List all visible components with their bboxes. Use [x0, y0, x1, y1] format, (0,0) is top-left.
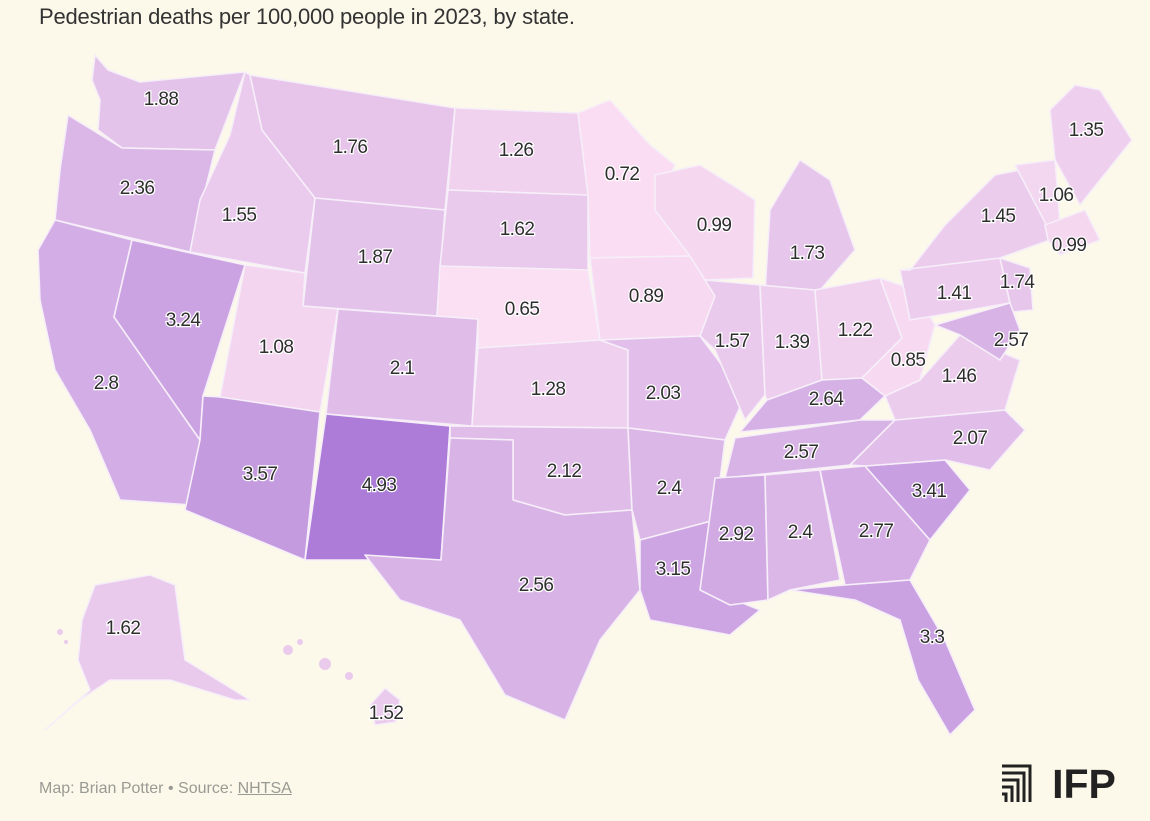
value-label-ar: 2.4: [657, 478, 683, 499]
ifp-logo: IFP: [1002, 762, 1116, 804]
state-ak: [44, 574, 251, 731]
value-label-nm: 4.93: [362, 475, 397, 496]
value-label-il: 1.57: [715, 331, 750, 352]
value-label-ks: 1.28: [531, 379, 566, 400]
island-mark: [345, 672, 353, 680]
state-md: [934, 302, 1021, 361]
value-label-ca: 2.8: [94, 373, 119, 394]
value-label-hi: 1.52: [369, 703, 404, 724]
value-label-ut: 1.08: [259, 337, 294, 358]
map-footer: Map: Brian Potter • Source: NHTSA: [39, 780, 292, 798]
state-fl: [789, 579, 976, 736]
state-nj: [999, 257, 1034, 313]
state-ms: [699, 474, 769, 606]
value-label-sd: 1.62: [500, 219, 535, 240]
island-mark: [57, 629, 63, 635]
value-label-wa: 1.88: [144, 89, 179, 110]
value-label-ma: 0.99: [1052, 235, 1087, 256]
value-label-nv: 3.24: [166, 310, 202, 331]
value-label-ms: 2.92: [719, 524, 754, 545]
value-label-az: 3.57: [243, 464, 278, 485]
value-label-oh: 1.22: [838, 320, 873, 341]
map-title: Pedestrian deaths per 100,000 people in …: [39, 4, 575, 29]
value-label-me: 1.35: [1069, 120, 1104, 141]
value-label-ia: 0.89: [629, 286, 664, 307]
value-label-al: 2.4: [788, 522, 814, 543]
state-wi: [654, 164, 756, 281]
value-label-nj: 1.74: [1000, 272, 1036, 293]
logo-wordmark: IFP: [1052, 762, 1116, 804]
value-label-wi: 0.99: [697, 215, 732, 236]
value-label-mn: 0.72: [605, 164, 640, 185]
island-mark: [297, 639, 303, 645]
value-label-mi: 1.73: [790, 243, 825, 264]
island-mark: [283, 645, 293, 655]
value-label-ga: 2.77: [859, 521, 894, 542]
value-label-ak: 1.62: [106, 618, 141, 639]
island-mark: [319, 658, 331, 670]
state-tx: [364, 437, 641, 721]
value-label-mo: 2.03: [646, 383, 681, 404]
state-ga: [819, 465, 931, 586]
state-al: [764, 469, 841, 601]
state-hi: [369, 687, 401, 726]
value-label-la: 3.15: [656, 559, 691, 580]
value-label-id: 1.55: [222, 205, 257, 226]
value-label-va: 1.46: [942, 366, 977, 387]
value-label-tx: 2.56: [519, 575, 554, 596]
value-label-md: 2.57: [994, 330, 1029, 351]
value-label-vt: 1.06: [1039, 185, 1074, 206]
value-label-or: 2.36: [120, 178, 155, 199]
credit-text: Map: Brian Potter: [39, 780, 164, 797]
separator-dot: •: [167, 780, 174, 797]
source-link[interactable]: NHTSA: [237, 780, 292, 797]
source-label: Source:: [178, 780, 234, 797]
state-ma: [1044, 209, 1101, 256]
value-label-sc: 3.41: [912, 481, 947, 502]
value-label-wy: 1.87: [358, 247, 393, 268]
choropleth-map: 1.88 2.36 2.8 3.24 1.55 1.76 1.87 1.08 3.57 2.1 4.…: [37, 54, 1133, 736]
value-label-ne: 0.65: [505, 299, 540, 320]
state-az: [184, 395, 321, 561]
value-label-ny: 1.45: [981, 206, 1016, 227]
state-me: [1049, 84, 1133, 206]
logo-stripes-icon: [1002, 764, 1032, 802]
island-mark: [64, 640, 68, 644]
value-label-mt: 1.76: [333, 137, 368, 158]
value-label-nd: 1.26: [499, 140, 534, 161]
value-label-fl: 3.3: [920, 627, 945, 648]
state-nc: [849, 409, 1026, 471]
value-label-pa: 1.41: [937, 283, 972, 304]
value-label-wv: 0.85: [891, 350, 926, 371]
value-label-co: 2.1: [390, 358, 415, 379]
value-label-ok: 2.12: [547, 461, 582, 482]
value-label-tn: 2.57: [784, 442, 819, 463]
value-label-ky: 2.64: [809, 389, 845, 410]
state-mi: [764, 159, 856, 293]
value-label-in: 1.39: [775, 332, 810, 353]
value-label-nc: 2.07: [953, 428, 988, 449]
